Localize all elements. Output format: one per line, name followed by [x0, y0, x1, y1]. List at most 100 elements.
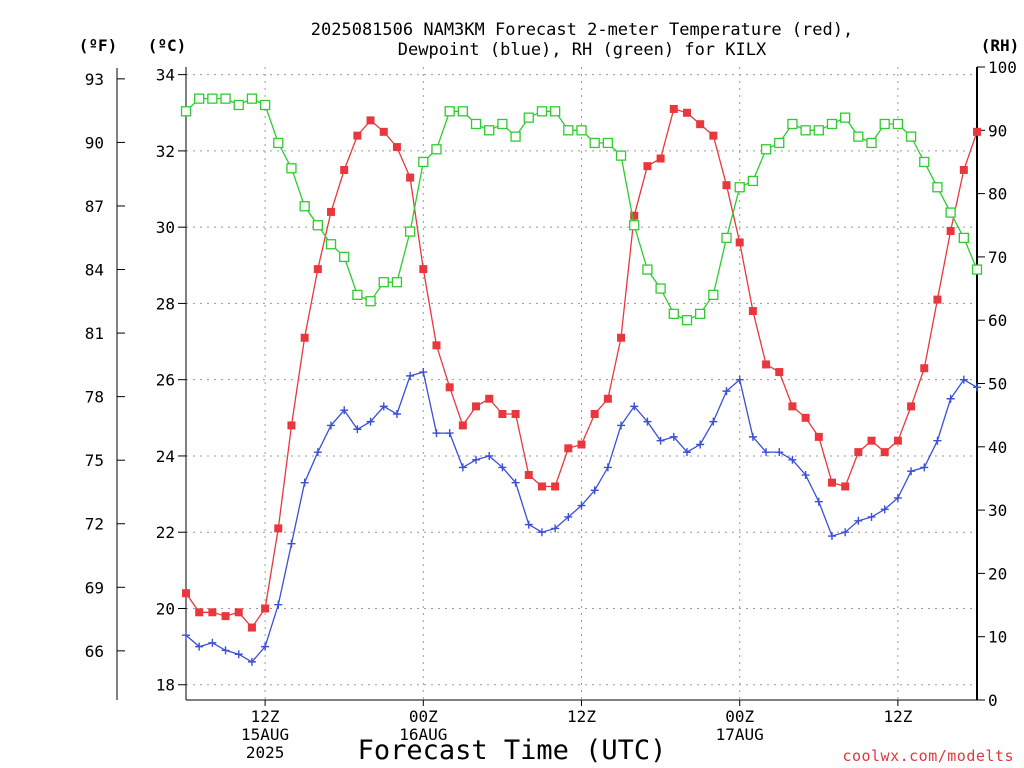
rh-point	[194, 93, 205, 104]
temperature-point	[537, 482, 546, 491]
rh-point	[246, 93, 258, 104]
rh-point	[971, 264, 983, 275]
temperature-point	[788, 402, 797, 411]
time-tick-label: 12Z	[567, 707, 596, 726]
dewpoint-point	[234, 650, 243, 659]
dewpoint-point	[419, 368, 428, 377]
temperature-point	[353, 131, 362, 140]
temperature-point	[814, 432, 823, 441]
temperature-point	[564, 444, 573, 453]
rh-point	[695, 308, 706, 320]
temperature-point	[854, 448, 863, 457]
dewpoint-point	[709, 417, 718, 426]
temperature-point	[762, 360, 771, 369]
time-tick-label: 15AUG	[241, 725, 289, 744]
dewpoint-point	[287, 539, 296, 548]
rh-point	[642, 264, 653, 275]
temperature-point	[907, 402, 916, 411]
temperature-point	[656, 154, 665, 163]
rh-point	[668, 308, 679, 320]
temperature-point	[643, 162, 652, 171]
rh-point	[840, 112, 851, 123]
temperature-point	[551, 482, 560, 491]
rh-point	[273, 137, 284, 149]
rh-point	[404, 226, 416, 237]
dewpoint-point	[893, 493, 902, 502]
dewpoint-point	[379, 402, 388, 411]
rh-point	[787, 118, 798, 130]
rh-point	[813, 125, 824, 136]
celsius-tick-label: 26	[156, 371, 175, 390]
series-2-meter-temperature	[182, 104, 981, 632]
grid-lines	[186, 67, 977, 700]
credit-label: coolwx.com/modelts	[842, 747, 1014, 765]
dewpoint-point	[432, 429, 441, 438]
temperature-point	[867, 436, 876, 445]
dewpoint-point	[933, 436, 942, 445]
dewpoint-point	[327, 421, 336, 430]
dewpoint-point	[340, 406, 349, 415]
dewpoint-point	[841, 528, 850, 537]
title-line-2: Dewpoint (blue), RH (green) for KILX	[398, 40, 767, 60]
rh-point	[853, 131, 864, 142]
rh-point	[536, 106, 548, 117]
celsius-tick-label: 30	[156, 218, 175, 237]
dewpoint-point	[274, 600, 283, 609]
fahrenheit-tick-label: 66	[85, 642, 104, 661]
temperature-point	[722, 181, 731, 190]
fahrenheit-unit-label: (ºF)	[79, 36, 118, 55]
rh-point	[563, 125, 574, 136]
celsius-tick-label: 28	[156, 294, 175, 313]
dewpoint-point	[247, 657, 256, 666]
dewpoint-point	[445, 429, 454, 438]
dewpoint-point	[854, 516, 863, 525]
fahrenheit-axis: 66 69 72 75 78 81 84 87 90 93	[85, 70, 125, 661]
dewpoint-point	[208, 638, 217, 647]
temperature-point	[182, 589, 190, 598]
rh-point	[681, 315, 693, 326]
temperature-point	[511, 410, 520, 419]
dewpoint-point	[656, 436, 665, 445]
dewpoint-point	[590, 486, 599, 495]
rh-point	[497, 118, 508, 130]
rh-point	[919, 156, 930, 168]
temperature-point	[748, 307, 757, 316]
fahrenheit-tick-label: 90	[85, 133, 104, 152]
rh-point	[259, 99, 271, 111]
temperature-point	[366, 116, 375, 125]
fahrenheit-tick-label: 87	[85, 197, 104, 216]
temperature-point	[327, 207, 336, 216]
rh-point	[774, 137, 785, 149]
dewpoint-point	[735, 375, 744, 384]
temperature-point	[603, 394, 612, 403]
time-tick-label: 2025	[246, 743, 285, 762]
temperature-point	[524, 471, 533, 480]
dewpoint-point	[195, 642, 204, 651]
rh-point	[576, 125, 587, 136]
temperature-point	[498, 410, 507, 419]
temperature-point	[313, 265, 322, 274]
rh-tick-label: 30	[988, 501, 1007, 520]
celsius-tick-label: 24	[156, 447, 175, 466]
rh-point	[655, 283, 666, 294]
celsius-axis: 18 20 22 24 26 28 30 32 34	[156, 66, 186, 695]
rh-point	[378, 277, 389, 288]
rh-point	[444, 106, 455, 117]
fahrenheit-tick-label: 69	[85, 578, 104, 597]
rh-point	[325, 239, 337, 250]
rh-point	[220, 93, 231, 104]
fahrenheit-tick-label: 78	[85, 388, 104, 407]
dewpoint-point	[392, 410, 401, 419]
temperature-point	[208, 608, 217, 617]
rh-point	[365, 296, 376, 307]
dewpoint-point	[261, 642, 270, 651]
dewpoint-point	[762, 448, 771, 457]
dewpoint-point	[682, 448, 691, 457]
dewpoint-point	[221, 646, 230, 655]
rh-tick-label: 50	[988, 375, 1007, 394]
temperature-point	[959, 165, 968, 174]
rh-unit-label: (RH)	[981, 36, 1020, 55]
temperature-point	[709, 131, 718, 140]
